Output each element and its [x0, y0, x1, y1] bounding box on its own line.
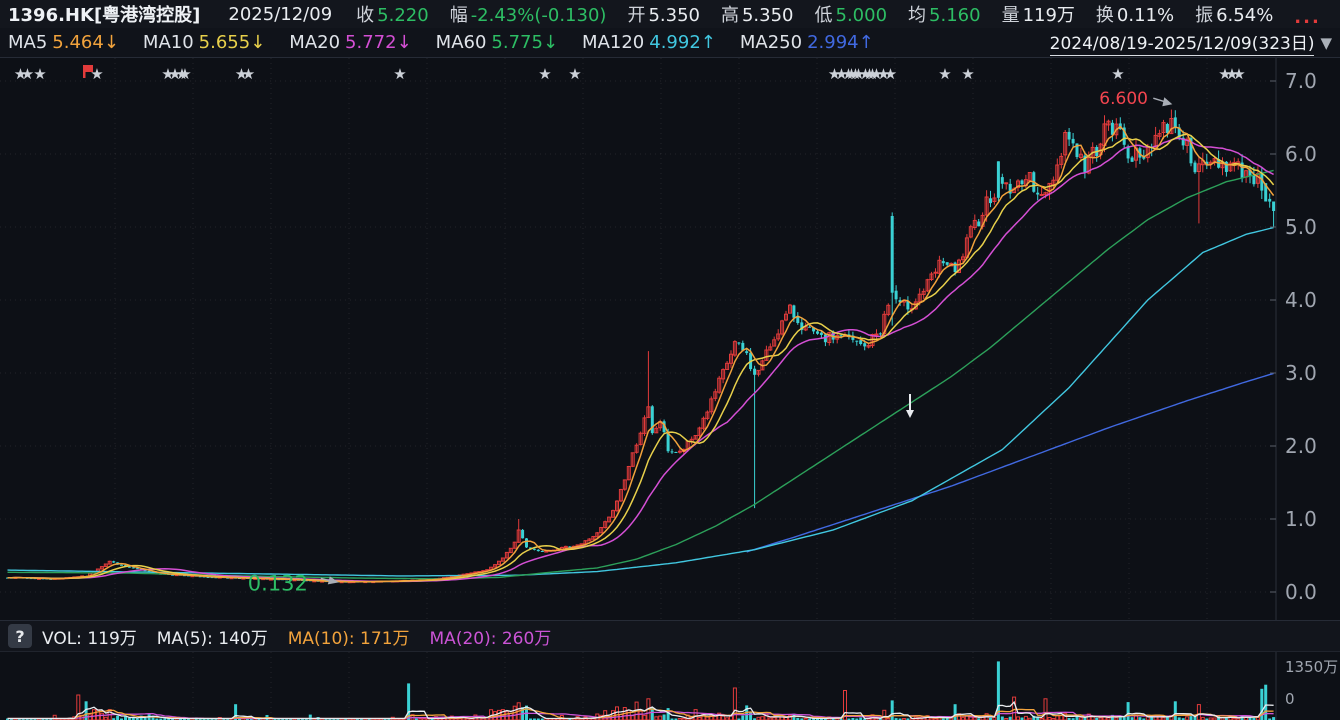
- range-selector[interactable]: 2024/08/19-2025/12/09(323日) ▼: [1049, 29, 1332, 56]
- event-star-marker[interactable]: ★: [175, 65, 188, 83]
- ma-item-ma60[interactable]: MA60 5.775↓: [435, 32, 559, 53]
- event-star-marker[interactable]: ★: [877, 65, 890, 83]
- volume-chart-canvas[interactable]: 1350万 0: [0, 652, 1340, 720]
- quote-field-avg: 均 5.160: [908, 5, 981, 26]
- price-axis-tick: 1.0: [1285, 507, 1317, 531]
- price-axis-tick: 7.0: [1285, 69, 1317, 93]
- ma-item-ma10[interactable]: MA10 5.655↓: [142, 32, 266, 53]
- event-star-marker[interactable]: ★: [828, 65, 841, 83]
- volume-info-bar: ? VOL: 119万 MA(5): 140万 MA(10): 171万 MA(20)…: [0, 620, 1340, 652]
- price-axis-tick: 3.0: [1285, 361, 1317, 385]
- event-star-marker[interactable]: ★: [884, 65, 897, 83]
- event-star-marker[interactable]: ★: [938, 65, 951, 83]
- event-star-marker[interactable]: ★: [161, 65, 174, 83]
- event-star-marker[interactable]: ★: [538, 65, 551, 83]
- ma-items: MA5 5.464↓ MA10 5.655↓ MA20 5.772↓ MA60 5.775↓ M…: [8, 32, 898, 53]
- volume-axis-tick-max: 1350万: [1285, 658, 1338, 676]
- event-star-marker[interactable]: ★: [859, 65, 872, 83]
- quote-field-open: 开 5.350: [627, 5, 700, 26]
- quote-field-high: 高 5.350: [720, 5, 794, 26]
- event-star-marker[interactable]: ★: [568, 65, 581, 83]
- price-chart-pane[interactable]: 7.0 6.0 5.0 4.0 3.0 2.0 1.0 0.0 ★ ★ ★ ★ ★ ★ ★ ★ ★ ★ ★ ★ ★ ★ ★ ★…: [0, 58, 1340, 620]
- vol-legend-ma20: MA(20): 260万: [429, 628, 552, 649]
- volume-axis-tick-zero: 0: [1285, 690, 1295, 708]
- event-star-marker[interactable]: ★: [852, 65, 865, 83]
- event-star-marker[interactable]: ★: [14, 65, 27, 83]
- quote-bar: 1396.HK[粤港湾控股] 2025/12/09 收 5.220 幅 -2.43%(…: [0, 0, 1340, 28]
- date-range-label[interactable]: 2024/08/19-2025/12/09(323日): [1049, 29, 1315, 56]
- event-star-marker[interactable]: ★: [178, 65, 191, 83]
- vol-legend-ma5: MA(5): 140万: [156, 628, 268, 649]
- vol-legend-vol: VOL: 119万: [42, 628, 137, 649]
- ma-item-ma120[interactable]: MA120 4.992↑: [582, 32, 716, 53]
- low-price-annotation: 0.132: [248, 571, 308, 595]
- quote-fields: 收 5.220 幅 -2.43%(-0.130) 开 5.350 高 5.350 低 5.000 均…: [356, 1, 1294, 27]
- quote-date: 2025/12/09: [228, 3, 333, 25]
- quote-field-amplitude: 振 6.54%: [1195, 5, 1274, 26]
- ma-item-ma20[interactable]: MA20 5.772↓: [289, 32, 412, 53]
- event-down-arrow-marker[interactable]: [906, 394, 914, 418]
- event-star-marker[interactable]: ★: [961, 65, 974, 83]
- event-star-marker[interactable]: ★: [1111, 65, 1124, 83]
- event-star-marker[interactable]: ★: [168, 65, 181, 83]
- price-axis-tick: 6.0: [1285, 142, 1317, 166]
- ma-legend-bar: MA5 5.464↓ MA10 5.655↓ MA20 5.772↓ MA60 5.775↓ M…: [0, 28, 1340, 58]
- price-axis-tick: 0.0: [1285, 580, 1317, 604]
- price-axis-tick: 2.0: [1285, 434, 1317, 458]
- event-star-marker[interactable]: ★: [33, 65, 46, 83]
- event-star-marker[interactable]: ★: [235, 65, 248, 83]
- volume-chart-pane[interactable]: 1350万 0: [0, 652, 1340, 720]
- quote-field-change: 幅 -2.43%(-0.130): [449, 5, 607, 26]
- event-star-marker[interactable]: ★: [870, 65, 883, 83]
- quote-field-volume: 量 119万: [1001, 5, 1075, 26]
- event-star-marker[interactable]: ★: [1218, 65, 1231, 83]
- chevron-down-icon[interactable]: ▼: [1320, 33, 1332, 52]
- event-star-marker[interactable]: ★: [835, 65, 848, 83]
- event-star-marker[interactable]: ★: [90, 65, 103, 83]
- event-star-marker[interactable]: ★: [842, 65, 855, 83]
- ma-item-ma5[interactable]: MA5 5.464↓: [8, 32, 119, 53]
- event-star-marker[interactable]: ★: [845, 65, 858, 83]
- event-star-marker[interactable]: ★: [866, 65, 879, 83]
- event-star-marker[interactable]: ★: [863, 65, 876, 83]
- event-star-marker[interactable]: ★: [1232, 65, 1245, 83]
- quote-field-close: 收 5.220: [356, 5, 429, 26]
- stock-symbol-name[interactable]: 1396.HK[粤港湾控股]: [8, 5, 201, 26]
- event-flag-marker[interactable]: [83, 65, 93, 78]
- ma-item-ma250[interactable]: MA250 2.994↑: [739, 32, 874, 53]
- high-price-annotation: 6.600: [1099, 89, 1148, 109]
- price-axis-tick: 5.0: [1285, 215, 1317, 239]
- more-menu-button[interactable]: ...: [1294, 7, 1321, 28]
- quote-field-low: 低 5.000: [814, 5, 888, 26]
- event-star-marker[interactable]: ★: [1225, 65, 1238, 83]
- event-star-marker[interactable]: ★: [242, 65, 255, 83]
- volume-legend-items: VOL: 119万 MA(5): 140万 MA(10): 171万 MA(20): …: [42, 624, 571, 649]
- vol-legend-ma10: MA(10): 171万: [287, 628, 410, 649]
- help-icon[interactable]: ?: [8, 624, 32, 648]
- price-axis-tick: 4.0: [1285, 288, 1317, 312]
- main-chart-canvas[interactable]: 7.06.05.04.03.02.01.00.0★★ ★ ★ ★★★★ ★★ ★ ★ ★ ★★★…: [0, 58, 1340, 620]
- event-star-marker[interactable]: ★: [21, 65, 34, 83]
- event-star-marker[interactable]: ★: [849, 65, 862, 83]
- quote-field-turnover: 换 0.11%: [1095, 5, 1175, 26]
- event-star-marker[interactable]: ★: [393, 65, 406, 83]
